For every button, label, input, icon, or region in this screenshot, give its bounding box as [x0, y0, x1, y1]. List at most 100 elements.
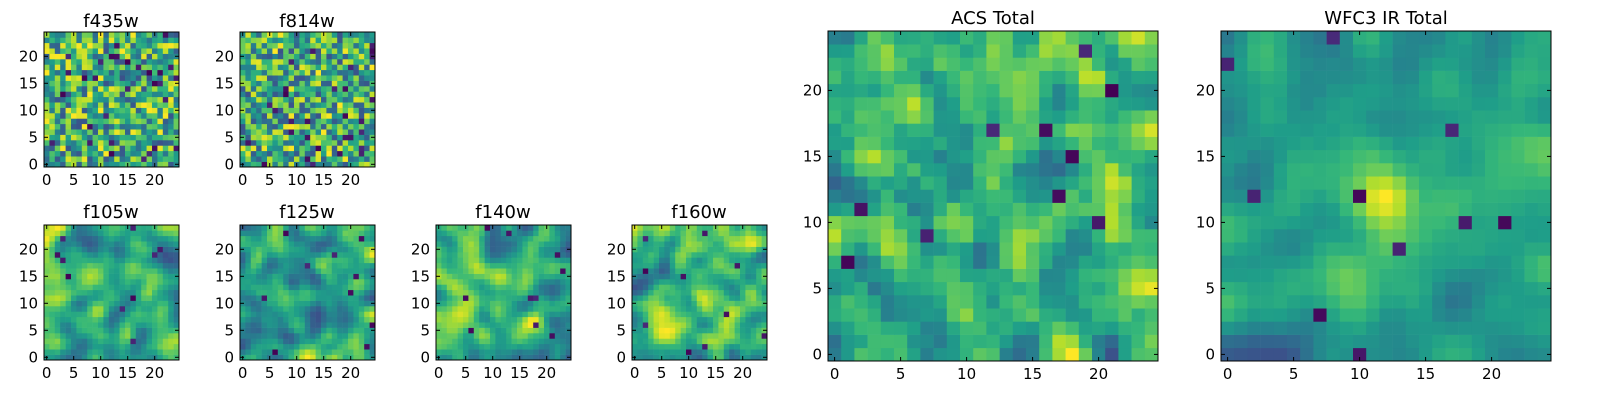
heatmap-cell: [1537, 215, 1552, 230]
heatmap-cell: [463, 343, 469, 350]
heatmap-cell: [1131, 321, 1146, 335]
heatmap-cell: [463, 327, 469, 334]
heatmap-cell: [533, 257, 539, 264]
heatmap-cell: [1039, 110, 1053, 124]
heatmap-cell: [261, 145, 268, 152]
heatmap-cell: [76, 134, 83, 141]
heatmap-cell: [60, 64, 66, 71]
heatmap-cell: [272, 86, 279, 92]
heatmap-cell: [506, 268, 512, 274]
heatmap-cell: [44, 48, 50, 54]
heatmap-cell: [675, 316, 681, 323]
heatmap-cell: [933, 97, 948, 111]
heatmap-cell: [1234, 347, 1248, 362]
heatmap-cell: [1300, 149, 1314, 164]
heatmap-cell: [1405, 163, 1420, 177]
heatmap-cell: [60, 150, 66, 157]
heatmap-cell: [1353, 255, 1367, 269]
heatmap-cell: [256, 48, 262, 54]
heatmap-cell: [718, 300, 725, 307]
heatmap-cell: [98, 107, 104, 114]
heatmap-cell: [326, 289, 333, 296]
heatmap-cell: [495, 241, 502, 247]
heatmap-cell: [288, 306, 295, 312]
heatmap-cell: [642, 306, 649, 312]
heatmap-cell: [1326, 334, 1341, 349]
heatmap-cell: [1379, 242, 1393, 256]
heatmap-cell: [71, 235, 77, 242]
heatmap-cell: [304, 284, 311, 291]
heatmap-cell: [283, 284, 289, 291]
heatmap-cell: [1366, 163, 1380, 177]
heatmap-cell: [828, 110, 842, 124]
heatmap-cell: [168, 156, 174, 162]
heatmap-cell: [71, 316, 77, 323]
heatmap-cell: [680, 295, 687, 301]
heatmap-cell: [1131, 83, 1146, 98]
heatmap-cell: [331, 262, 338, 269]
heatmap-cell: [707, 257, 714, 264]
heatmap-cell: [1405, 215, 1420, 230]
heatmap-cell: [315, 48, 322, 54]
heatmap-cell: [146, 289, 153, 296]
heatmap-cell: [250, 161, 257, 168]
heatmap-cell: [1353, 347, 1367, 362]
heatmap-cell: [49, 262, 56, 269]
heatmap-cell: [718, 289, 725, 296]
heatmap-cell: [71, 64, 77, 71]
heatmap-cell: [92, 338, 99, 345]
heatmap-cell: [277, 129, 284, 135]
heatmap-cell: [326, 338, 333, 345]
heatmap-cell: [1118, 215, 1132, 230]
heatmap-cell: [44, 257, 50, 264]
heatmap-cell: [358, 322, 365, 328]
heatmap-cell: [315, 306, 322, 312]
heatmap-cell: [1485, 268, 1499, 283]
heatmap-cell: [87, 279, 93, 285]
heatmap-cell: [65, 257, 72, 264]
heatmap-cell: [152, 64, 158, 71]
heatmap-cell: [653, 241, 660, 247]
heatmap-cell: [272, 327, 279, 334]
heatmap-cell: [283, 150, 289, 157]
heatmap-cell: [734, 284, 741, 291]
heatmap-cell: [119, 123, 126, 130]
heatmap-cell: [358, 37, 365, 44]
heatmap-cell: [648, 268, 654, 274]
heatmap-cell: [125, 48, 131, 54]
heatmap-cell: [321, 268, 327, 274]
heatmap-cell: [648, 225, 654, 231]
heatmap-cell: [1078, 149, 1093, 164]
heatmap-cell: [648, 230, 654, 237]
plot-frame: [43, 31, 180, 168]
heatmap-cell: [337, 113, 343, 119]
heatmap-cell: [337, 91, 343, 98]
heatmap-cell: [304, 96, 311, 103]
heatmap-cell: [65, 113, 72, 119]
heatmap-cell: [54, 273, 61, 280]
heatmap-cell: [854, 215, 868, 230]
heatmap-cell: [479, 241, 485, 247]
heatmap-cell: [81, 156, 88, 162]
heatmap-cell: [659, 257, 665, 264]
heatmap-cell: [1105, 334, 1119, 349]
heatmap-cell: [729, 235, 735, 242]
heatmap-cell: [141, 48, 147, 54]
heatmap-cell: [1537, 163, 1552, 177]
heatmap-cell: [1092, 70, 1106, 85]
heatmap-cell: [245, 338, 252, 345]
heatmap-cell: [1065, 229, 1080, 243]
heatmap-cell: [331, 118, 338, 125]
heatmap-cell: [294, 289, 300, 296]
heatmap-cell: [632, 349, 638, 355]
heatmap-cell: [288, 343, 295, 350]
heatmap-cell: [894, 176, 908, 190]
heatmap-cell: [342, 327, 349, 334]
heatmap-cell: [135, 333, 142, 339]
heatmap-cell: [756, 295, 762, 301]
heatmap-cell: [130, 107, 137, 114]
heatmap-cell: [933, 215, 948, 230]
heatmap-cell: [168, 349, 174, 355]
heatmap-cell: [933, 321, 948, 335]
heatmap-cell: [44, 145, 50, 152]
